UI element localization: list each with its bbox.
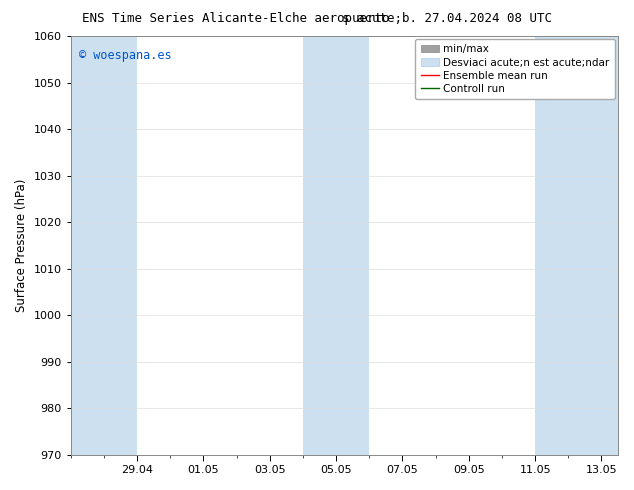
Text: s acute;b. 27.04.2024 08 UTC: s acute;b. 27.04.2024 08 UTC	[342, 12, 552, 25]
Y-axis label: Surface Pressure (hPa): Surface Pressure (hPa)	[15, 179, 28, 312]
Bar	[535, 36, 618, 455]
Text: ENS Time Series Alicante-Elche aeropuerto: ENS Time Series Alicante-Elche aeropuert…	[82, 12, 390, 25]
Bar	[71, 36, 137, 455]
Bar	[303, 36, 369, 455]
Legend: min/max, Desviaci acute;n est acute;ndar, Ensemble mean run, Controll run: min/max, Desviaci acute;n est acute;ndar…	[415, 39, 615, 99]
Text: © woespana.es: © woespana.es	[79, 49, 172, 62]
